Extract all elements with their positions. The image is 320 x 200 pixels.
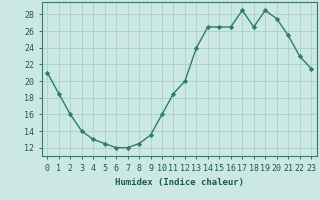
- X-axis label: Humidex (Indice chaleur): Humidex (Indice chaleur): [115, 178, 244, 187]
